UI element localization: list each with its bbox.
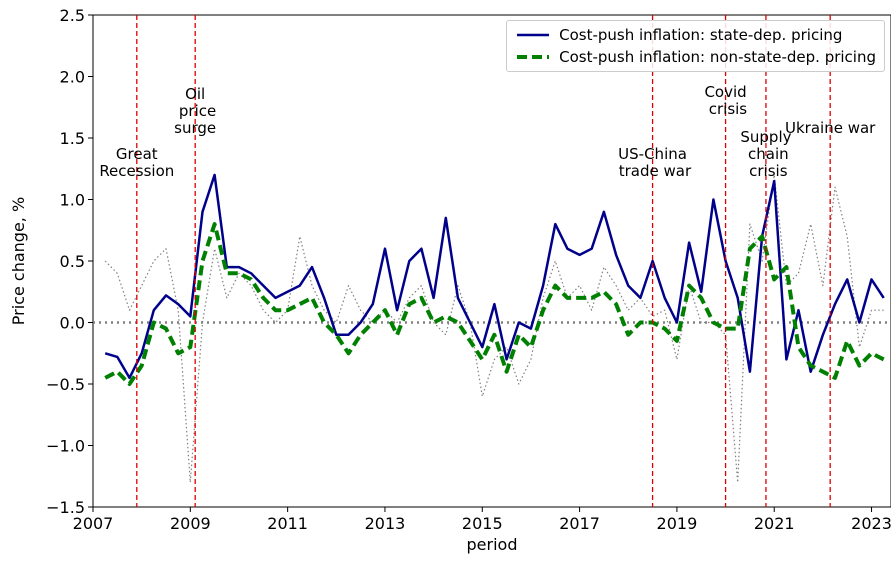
series-line — [104, 174, 884, 483]
legend-swatch — [517, 33, 550, 37]
x-tick-label: 2007 — [73, 514, 114, 533]
y-tick-label: −0.5 — [46, 375, 85, 394]
event-label: Ukraine war — [785, 118, 876, 137]
event-label: Great Recession — [99, 144, 175, 180]
legend-swatch — [517, 55, 550, 59]
series-line — [104, 173, 885, 380]
legend-item: Cost-push inflation: state-dep. pricing — [515, 24, 876, 46]
y-tick-label: −1.5 — [46, 498, 85, 517]
event-label: Covid crisis — [704, 83, 748, 119]
x-tick-label: 2023 — [851, 514, 891, 533]
y-tick-label: −1.0 — [46, 437, 85, 456]
legend-label: Cost-push inflation: non-state-dep. pric… — [559, 48, 876, 66]
event-label: US-China trade war — [618, 144, 692, 180]
event-label: Supply chain crisis — [740, 127, 792, 180]
legend-item: Cost-push inflation: non-state-dep. pric… — [515, 46, 876, 68]
x-axis-title: period — [467, 535, 518, 554]
y-tick-label: 1.0 — [60, 191, 85, 210]
y-axis-title: Price change, % — [9, 197, 28, 325]
x-tick-label: 2019 — [657, 514, 698, 533]
legend: Cost-push inflation: state-dep. pricing C… — [506, 20, 885, 72]
x-tick-label: 2021 — [754, 514, 795, 533]
x-tick-label: 2015 — [462, 514, 503, 533]
x-tick-label: 2017 — [559, 514, 600, 533]
y-tick-label: 0.0 — [60, 314, 85, 333]
legend-label: Cost-push inflation: state-dep. pricing — [559, 26, 843, 44]
y-tick-label: 2.0 — [60, 68, 85, 87]
x-tick-label: 2011 — [267, 514, 308, 533]
y-tick-label: 1.5 — [60, 129, 85, 148]
x-tick-label: 2009 — [170, 514, 211, 533]
y-tick-label: 0.5 — [60, 252, 85, 271]
x-tick-label: 2013 — [365, 514, 406, 533]
series-line — [104, 222, 885, 386]
event-label: Oil price surge — [174, 84, 217, 137]
y-tick-label: 2.5 — [60, 6, 85, 25]
